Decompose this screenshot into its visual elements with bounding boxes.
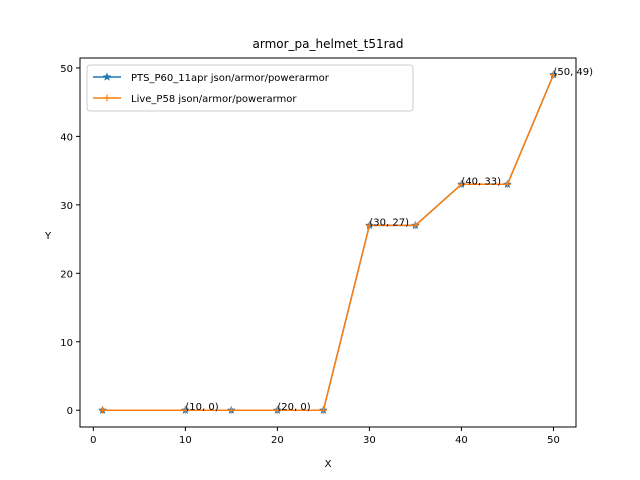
legend-box: [86, 64, 414, 112]
series-2-point: [181, 406, 189, 414]
series-2-point: [319, 406, 327, 414]
point-annotation: (30, 27): [369, 217, 409, 228]
x-tick-label: 30: [363, 435, 376, 446]
x-tick-label: 20: [271, 435, 284, 446]
y-tick-label: 30: [60, 201, 73, 212]
legend: PTS_P60_11apr json/armor/powerarmor Live_…: [86, 64, 414, 112]
point-annotation: (20, 0): [277, 402, 310, 413]
legend-marker-plus: [103, 94, 111, 102]
x-tick-label: 0: [90, 435, 96, 446]
legend-marker-star: [102, 72, 112, 81]
x-axis-label: X: [325, 459, 332, 470]
series-2-point: [227, 406, 235, 414]
y-tick-label: 10: [60, 338, 73, 349]
series-2-point: [503, 180, 511, 188]
x-tick-label: 40: [455, 435, 468, 446]
y-tick-label: 0: [67, 406, 73, 417]
y-tick-label: 20: [60, 269, 73, 280]
plot-area: 0 10 20 30 40 50 0 10 20 30 40 50 (10, 0) (20, 0) (30,…: [60, 57, 593, 446]
series-2-point: [457, 180, 465, 188]
point-annotation: (50, 49): [553, 67, 593, 78]
point-annotation: (40, 33): [461, 176, 501, 187]
series-2-point: [99, 406, 107, 414]
series-2-point: [273, 406, 281, 414]
point-annotation: (10, 0): [185, 402, 218, 413]
x-tick-label: 50: [547, 435, 560, 446]
series-2-point: [411, 221, 419, 229]
y-tick-label: 40: [60, 132, 73, 143]
series-line-2: [102, 74, 555, 411]
x-tick-label: 10: [179, 435, 192, 446]
legend-label-2: Live_P58 json/armor/powerarmor: [131, 94, 297, 105]
chart-title: armor_pa_helmet_t51rad: [253, 37, 404, 51]
series-2-point: [549, 71, 557, 79]
y-axis-label: Y: [44, 231, 52, 242]
y-tick-label: 50: [60, 64, 73, 75]
series-2-point: [365, 221, 373, 229]
legend-label-1: PTS_P60_11apr json/armor/powerarmor: [131, 73, 330, 84]
axes-frame: [79, 57, 577, 428]
